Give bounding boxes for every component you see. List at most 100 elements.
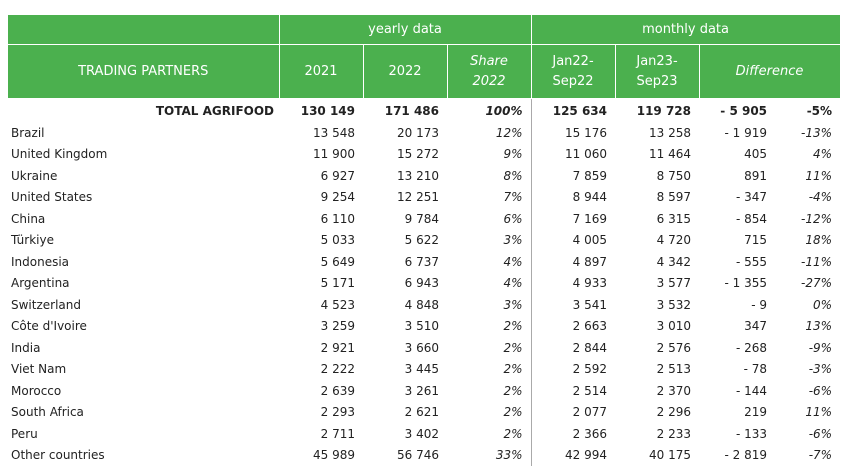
difference-value: - 9 <box>751 297 768 312</box>
value-2021: 2 711 <box>320 426 355 441</box>
year-2021-header: 2021 <box>278 44 364 99</box>
value-2021: 2 222 <box>320 362 355 377</box>
value-2021: 5 171 <box>320 276 355 291</box>
partner-name: India <box>11 340 41 355</box>
value-2022: 15 272 <box>397 147 439 162</box>
table-row: Peru 2 711 3 402 2% 2 366 2 233 - 133 -6% <box>8 423 840 445</box>
value-2022: 3 660 <box>404 340 439 355</box>
value-2021: 3 259 <box>320 319 355 334</box>
partner-name: Argentina <box>11 276 70 291</box>
difference-value: - 1 355 <box>724 276 768 291</box>
difference-pct: 11% <box>805 168 833 183</box>
difference-value: 891 <box>744 168 768 183</box>
difference-value: 715 <box>744 233 768 248</box>
total-difference-pct: -5% <box>806 103 833 118</box>
difference-value: 405 <box>744 147 768 162</box>
value-jan22-sep22: 2 077 <box>530 401 616 423</box>
value-jan22-sep22: 2 366 <box>530 423 616 445</box>
difference-pct: -9% <box>808 340 833 355</box>
trading-partners-table: yearly data monthly data TRADING PARTNER… <box>8 14 841 466</box>
share-2022: 2% <box>503 319 523 334</box>
share-header-line1: Share <box>470 53 508 69</box>
table-row: Ukraine 6 927 13 210 8% 7 859 8 750 891 11% <box>8 165 840 187</box>
value-jan22-sep22: 2 592 <box>530 358 616 380</box>
total-2022: 171 486 <box>384 103 439 118</box>
share-2022: 8% <box>503 168 523 183</box>
year-2022-header: 2022 <box>362 44 448 99</box>
table-header: yearly data monthly data TRADING PARTNER… <box>8 14 841 99</box>
value-jan23-sep23: 11 464 <box>649 147 692 162</box>
share-2022: 9% <box>503 147 523 162</box>
difference-pct: -6% <box>808 383 833 398</box>
value-jan22-sep22: 2 663 <box>530 315 616 337</box>
value-2021: 6 927 <box>320 168 355 183</box>
value-2022: 6 737 <box>404 254 439 269</box>
value-2022: 2 621 <box>404 405 439 420</box>
table-row: Morocco 2 639 3 261 2% 2 514 2 370 - 144 -6% <box>8 380 840 402</box>
partner-name: South Africa <box>11 405 84 420</box>
value-2022: 9 784 <box>404 211 439 226</box>
value-2021: 11 900 <box>313 147 355 162</box>
difference-pct: 11% <box>805 405 833 420</box>
difference-value: - 133 <box>735 426 768 441</box>
difference-header: Difference <box>698 44 841 99</box>
total-jan22-sep22: 125 634 <box>530 98 616 122</box>
share-2022: 33% <box>495 448 523 463</box>
value-2022: 4 848 <box>404 297 439 312</box>
partner-name: Indonesia <box>11 254 70 269</box>
difference-value: - 78 <box>743 362 768 377</box>
difference-pct: -6% <box>808 426 833 441</box>
share-2022: 4% <box>503 276 523 291</box>
table-row: United States 9 254 12 251 7% 8 944 8 597 - 34… <box>8 186 840 208</box>
value-2021: 9 254 <box>320 190 355 205</box>
value-jan22-sep22: 7 859 <box>530 165 616 187</box>
jan22-header-line2: Sep22 <box>552 73 594 89</box>
share-2022: 4% <box>503 254 523 269</box>
total-jan23-sep23: 119 728 <box>636 103 692 118</box>
difference-pct: 4% <box>813 147 833 162</box>
jan23-header-line1: Jan23- <box>636 53 678 69</box>
monthly-group-header: monthly data <box>530 14 841 45</box>
value-2022: 3 510 <box>404 319 439 334</box>
value-2022: 3 261 <box>404 383 439 398</box>
value-2022: 56 746 <box>397 448 439 463</box>
trading-partners-header: TRADING PARTNERS <box>8 44 280 99</box>
value-jan23-sep23: 8 750 <box>656 168 692 183</box>
value-2021: 45 989 <box>313 448 355 463</box>
difference-pct: -4% <box>808 190 833 205</box>
value-jan23-sep23: 2 513 <box>656 362 692 377</box>
difference-pct: -12% <box>801 211 833 226</box>
value-jan22-sep22: 4 897 <box>530 251 616 273</box>
table-row: Switzerland 4 523 4 848 3% 3 541 3 532 - 9 0% <box>8 294 840 316</box>
value-2022: 20 173 <box>397 125 439 140</box>
share-2022-header: Share 2022 <box>446 44 532 99</box>
difference-value: 347 <box>744 319 768 334</box>
difference-value: - 144 <box>735 383 768 398</box>
value-jan23-sep23: 6 315 <box>656 211 692 226</box>
yearly-group-header: yearly data <box>278 14 532 45</box>
value-jan23-sep23: 8 597 <box>656 190 692 205</box>
value-jan23-sep23: 2 296 <box>656 405 692 420</box>
table-row: Indonesia 5 649 6 737 4% 4 897 4 342 - 555 -11% <box>8 251 840 273</box>
value-jan22-sep22: 4 933 <box>530 272 616 294</box>
difference-pct: -11% <box>801 254 833 269</box>
difference-value: - 268 <box>735 340 768 355</box>
value-jan22-sep22: 4 005 <box>530 229 616 251</box>
value-jan23-sep23: 3 532 <box>656 297 692 312</box>
value-jan23-sep23: 2 233 <box>656 426 692 441</box>
value-2022: 12 251 <box>397 190 439 205</box>
partner-name: Brazil <box>11 125 45 140</box>
value-2021: 5 033 <box>320 233 355 248</box>
difference-pct: 18% <box>805 233 833 248</box>
total-label: TOTAL AGRIFOOD <box>155 103 274 118</box>
share-header-line2: 2022 <box>472 73 506 89</box>
partner-name: United States <box>11 190 93 205</box>
difference-value: 219 <box>744 405 768 420</box>
partner-name: Ukraine <box>11 168 58 183</box>
value-jan22-sep22: 15 176 <box>530 122 616 144</box>
difference-pct: -7% <box>808 448 833 463</box>
value-jan23-sep23: 2 576 <box>656 340 692 355</box>
value-jan22-sep22: 7 169 <box>530 208 616 230</box>
value-2021: 5 649 <box>320 254 355 269</box>
share-2022: 12% <box>495 125 523 140</box>
